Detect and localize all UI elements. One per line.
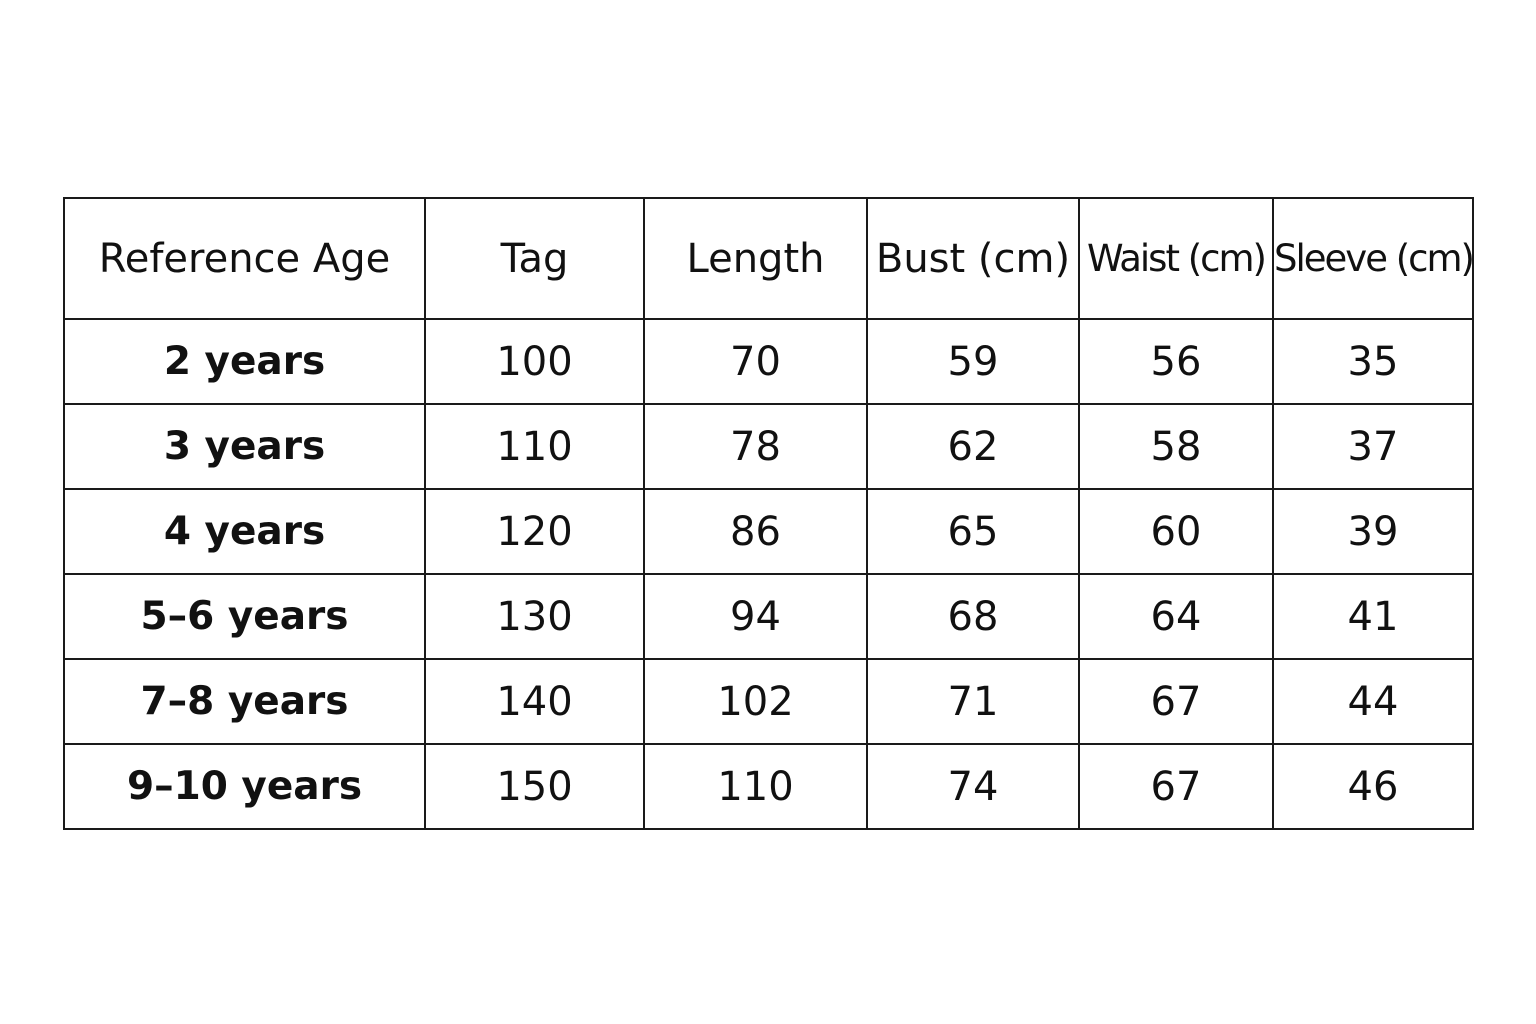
cell-age: 2 years <box>63 318 426 405</box>
cell-sleeve: 46 <box>1272 743 1474 830</box>
table-row: 2 years 100 70 59 56 35 <box>63 318 1474 405</box>
table-row: 3 years 110 78 62 58 37 <box>63 403 1474 490</box>
cell-waist: 56 <box>1078 318 1274 405</box>
table-row: 4 years 120 86 65 60 39 <box>63 488 1474 575</box>
header-tag: Tag <box>424 197 645 320</box>
cell-sleeve: 41 <box>1272 573 1474 660</box>
cell-waist: 67 <box>1078 743 1274 830</box>
cell-bust: 62 <box>866 403 1080 490</box>
header-sleeve: Sleeve (cm) <box>1272 197 1475 320</box>
table-row: 5–6 years 130 94 68 64 41 <box>63 573 1474 660</box>
cell-tag: 100 <box>424 318 645 405</box>
cell-waist: 67 <box>1078 658 1274 745</box>
cell-age: 9–10 years <box>63 743 426 830</box>
cell-tag: 120 <box>424 488 645 575</box>
table-row: 9–10 years 150 110 74 67 46 <box>63 743 1474 830</box>
header-reference-age: Reference Age <box>63 197 426 320</box>
cell-age: 5–6 years <box>63 573 426 660</box>
cell-tag: 130 <box>424 573 645 660</box>
cell-sleeve: 37 <box>1272 403 1474 490</box>
cell-bust: 74 <box>866 743 1080 830</box>
cell-bust: 59 <box>866 318 1080 405</box>
cell-length: 86 <box>643 488 868 575</box>
cell-waist: 60 <box>1078 488 1274 575</box>
cell-length: 102 <box>643 658 868 745</box>
cell-length: 110 <box>643 743 868 830</box>
cell-sleeve: 44 <box>1272 658 1474 745</box>
header-row: Reference Age Tag Length Bust (cm) Waist… <box>63 197 1475 320</box>
cell-age: 3 years <box>63 403 426 490</box>
header-bust: Bust (cm) <box>866 197 1080 320</box>
header-length: Length <box>643 197 868 320</box>
cell-age: 4 years <box>63 488 426 575</box>
cell-age: 7–8 years <box>63 658 426 745</box>
cell-tag: 150 <box>424 743 645 830</box>
cell-length: 78 <box>643 403 868 490</box>
cell-waist: 64 <box>1078 573 1274 660</box>
cell-bust: 68 <box>866 573 1080 660</box>
size-chart-table: Reference Age Tag Length Bust (cm) Waist… <box>63 197 1475 830</box>
cell-length: 94 <box>643 573 868 660</box>
cell-sleeve: 39 <box>1272 488 1474 575</box>
cell-tag: 110 <box>424 403 645 490</box>
cell-tag: 140 <box>424 658 645 745</box>
cell-bust: 65 <box>866 488 1080 575</box>
header-waist: Waist (cm) <box>1078 197 1274 320</box>
cell-bust: 71 <box>866 658 1080 745</box>
cell-sleeve: 35 <box>1272 318 1474 405</box>
cell-length: 70 <box>643 318 868 405</box>
cell-waist: 58 <box>1078 403 1274 490</box>
table-row: 7–8 years 140 102 71 67 44 <box>63 658 1474 745</box>
